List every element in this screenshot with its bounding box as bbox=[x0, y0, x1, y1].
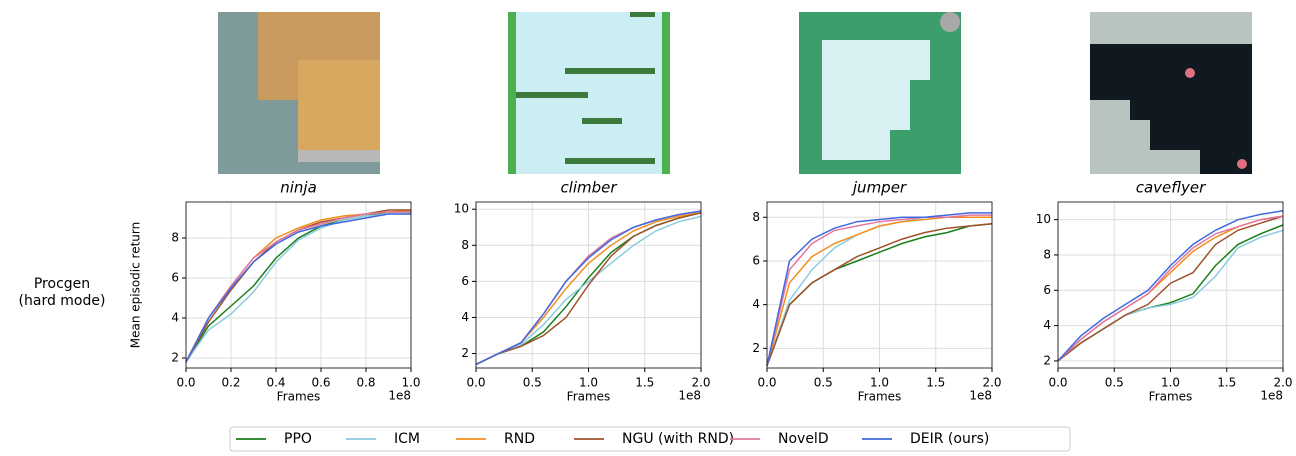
x-tick-label: 1.5 bbox=[926, 376, 945, 390]
x-tick-label: 0.5 bbox=[523, 376, 542, 390]
climber-frame bbox=[508, 12, 670, 174]
y-tick-label: 6 bbox=[1043, 283, 1051, 297]
x-tick-label: 1.0 bbox=[401, 376, 420, 390]
x-tick-label: 1.5 bbox=[1217, 376, 1236, 390]
chart: 0.0 0.5 1.0 1.5 2.0 2 4 6 8 10 climber Frames 1e8 bbox=[454, 179, 711, 404]
y-tick-label: 4 bbox=[752, 297, 760, 311]
figure: Procgen (hard mode) PPO ICM RND NGU (with R… bbox=[0, 0, 1296, 452]
row-label: (hard mode) bbox=[19, 293, 106, 309]
y-tick-label: 6 bbox=[171, 271, 179, 285]
x-tick-label: 2.0 bbox=[1273, 376, 1292, 390]
y-tick-label: 4 bbox=[171, 311, 179, 325]
y-tick-label: 10 bbox=[1036, 212, 1051, 226]
row-label: Procgen bbox=[34, 276, 90, 292]
chart: 0.0 0.2 0.4 0.6 0.8 1.0 2 4 6 8 ninja Frames 1e8 Mean… bbox=[129, 179, 421, 404]
legend-label: PPO bbox=[284, 431, 312, 447]
x-tick-label: 1.0 bbox=[1161, 376, 1180, 390]
y-axis-label: Mean episodic return bbox=[129, 222, 143, 349]
chart-title: caveflyer bbox=[1136, 179, 1206, 197]
x-axis-label: Frames bbox=[277, 390, 321, 404]
x-tick-label: 1.5 bbox=[635, 376, 654, 390]
y-tick-label: 8 bbox=[752, 210, 760, 224]
x-offset-label: 1e8 bbox=[1260, 389, 1283, 403]
plot-frame bbox=[186, 202, 411, 368]
x-tick-label: 2.0 bbox=[982, 376, 1001, 390]
x-tick-label: 0.0 bbox=[757, 376, 776, 390]
y-tick-label: 4 bbox=[1043, 318, 1051, 332]
y-tick-label: 10 bbox=[454, 202, 469, 216]
y-tick-label: 8 bbox=[1043, 247, 1051, 261]
x-tick-label: 0.0 bbox=[176, 376, 195, 390]
y-tick-label: 6 bbox=[461, 274, 469, 288]
x-tick-label: 1.0 bbox=[870, 376, 889, 390]
x-tick-label: 0.5 bbox=[814, 376, 833, 390]
caveflyer-frame bbox=[1090, 12, 1252, 174]
legend-label: NGU (with RND) bbox=[622, 431, 734, 447]
x-tick-label: 0.6 bbox=[311, 376, 330, 390]
chart-title: ninja bbox=[280, 179, 317, 197]
chart-title: jumper bbox=[851, 179, 907, 197]
x-offset-label: 1e8 bbox=[969, 389, 992, 403]
x-axis-label: Frames bbox=[1149, 390, 1193, 404]
x-tick-label: 0.5 bbox=[1105, 376, 1124, 390]
legend-label: NovelD bbox=[778, 431, 829, 447]
x-tick-label: 0.0 bbox=[1048, 376, 1067, 390]
series-line bbox=[186, 214, 411, 362]
ninja-frame bbox=[218, 12, 380, 174]
legend-label: DEIR (ours) bbox=[910, 431, 989, 447]
chart: 0.0 0.5 1.0 1.5 2.0 2 4 6 8 10 caveflyer Frames 1e8 bbox=[1036, 179, 1293, 404]
y-tick-label: 6 bbox=[752, 253, 760, 267]
x-axis-label: Frames bbox=[858, 390, 902, 404]
legend-label: ICM bbox=[394, 431, 420, 447]
x-tick-label: 0.4 bbox=[266, 376, 285, 390]
x-tick-label: 0.8 bbox=[356, 376, 375, 390]
y-tick-label: 4 bbox=[461, 310, 469, 324]
y-tick-label: 2 bbox=[171, 351, 179, 365]
legend-label: RND bbox=[504, 431, 535, 447]
y-tick-label: 8 bbox=[171, 231, 179, 245]
series-line bbox=[186, 212, 411, 362]
jumper-frame bbox=[799, 12, 961, 174]
y-tick-label: 2 bbox=[1043, 353, 1051, 367]
game-images bbox=[218, 12, 1252, 174]
x-tick-label: 1.0 bbox=[579, 376, 598, 390]
x-tick-label: 0.2 bbox=[221, 376, 240, 390]
x-offset-label: 1e8 bbox=[388, 389, 411, 403]
legend: PPO ICM RND NGU (with RND) NovelD DEIR (ours) bbox=[230, 427, 1070, 451]
x-tick-label: 0.0 bbox=[466, 376, 485, 390]
x-offset-label: 1e8 bbox=[678, 389, 701, 403]
x-axis-label: Frames bbox=[567, 390, 611, 404]
y-tick-label: 8 bbox=[461, 238, 469, 252]
chart: 0.0 0.5 1.0 1.5 2.0 2 4 6 8 jumper Frames 1e8 bbox=[752, 179, 1001, 404]
series-line bbox=[186, 214, 411, 362]
y-tick-label: 2 bbox=[461, 346, 469, 360]
y-tick-label: 2 bbox=[752, 341, 760, 355]
series-line bbox=[186, 212, 411, 362]
x-tick-label: 2.0 bbox=[691, 376, 710, 390]
chart-title: climber bbox=[560, 179, 617, 197]
